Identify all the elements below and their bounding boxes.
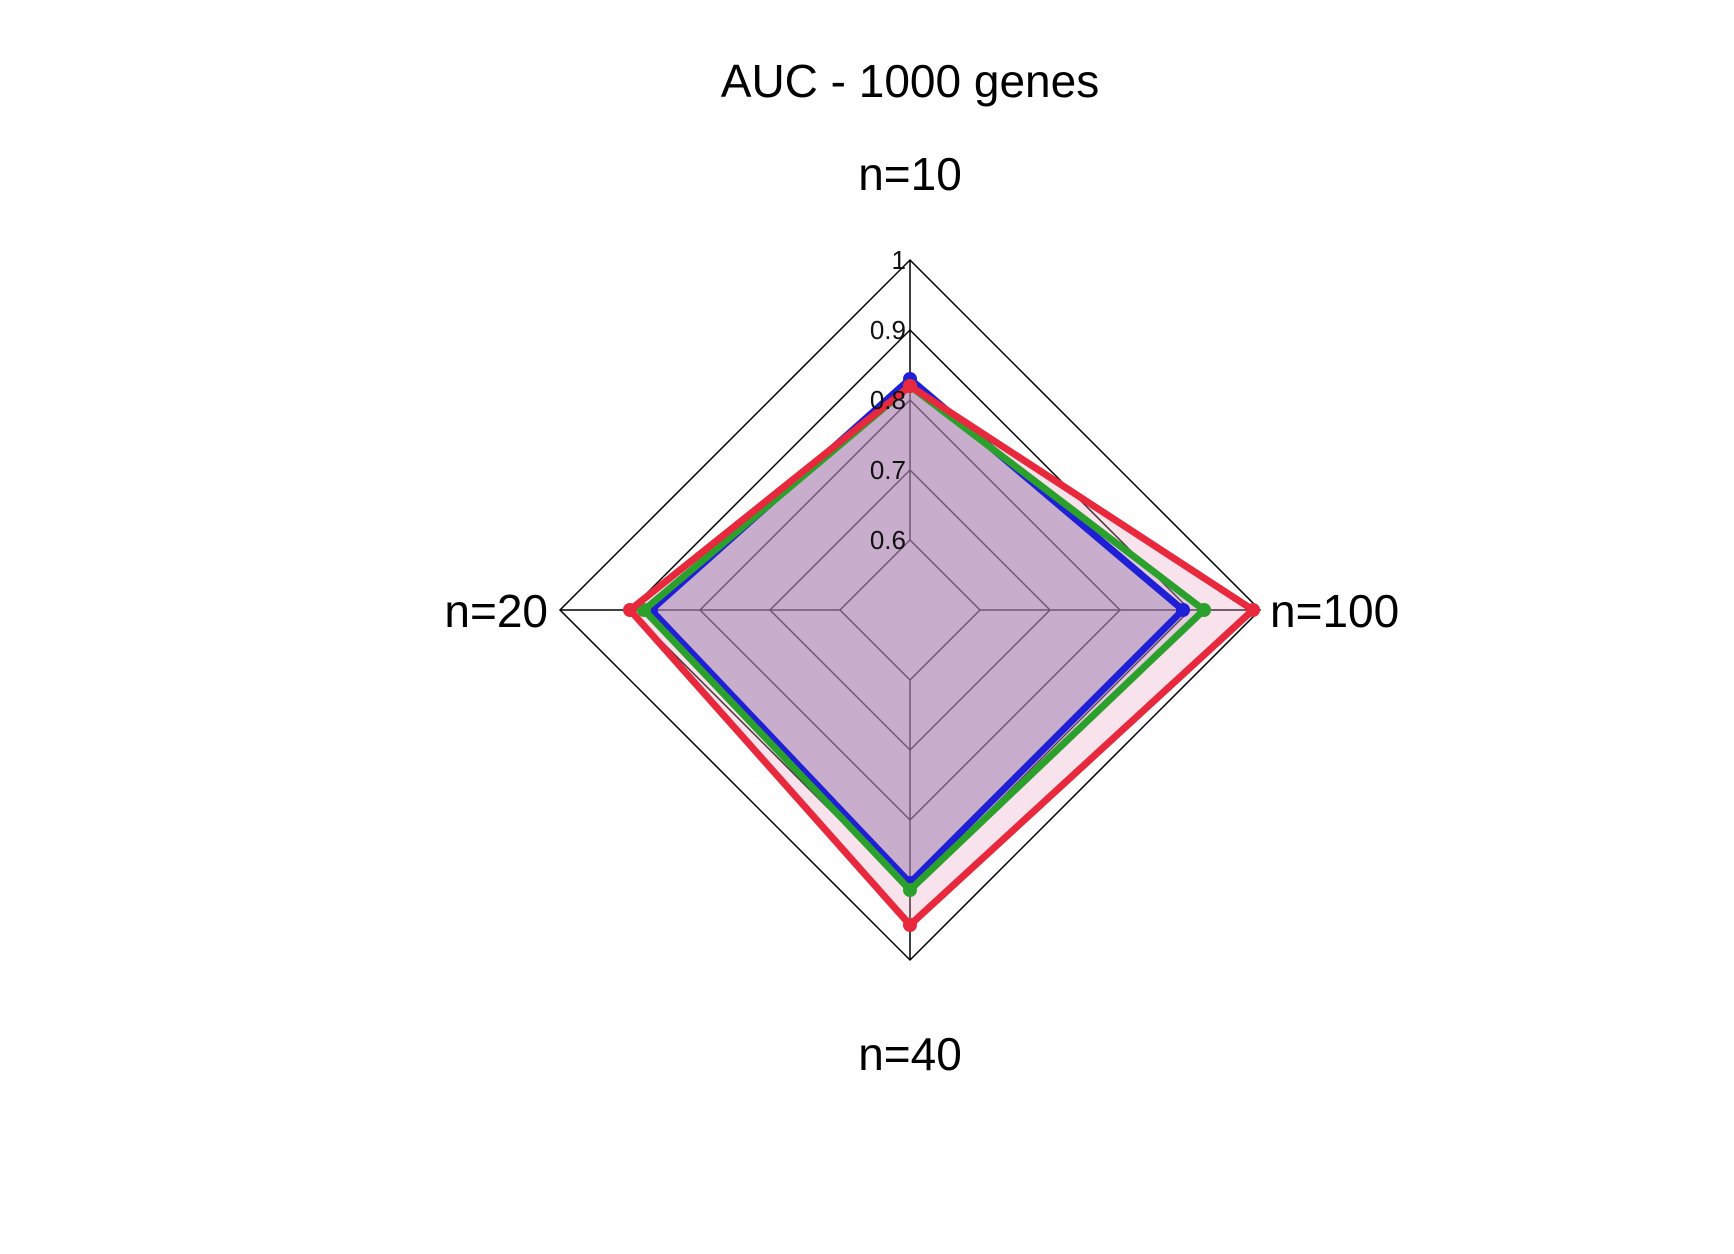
series-1-point-2	[903, 883, 917, 897]
radar-grid	[558, 258, 1262, 962]
series-1-point-3	[637, 603, 651, 617]
radar-tick-labels: 0.6 0.7 0.8 0.9 1	[870, 245, 906, 555]
tick-label-4: 1	[892, 245, 906, 275]
radar-series	[623, 372, 1260, 932]
axis-label-0: n=10	[858, 148, 962, 200]
series-0-area	[651, 379, 1183, 883]
chart-title: AUC - 1000 genes	[721, 55, 1099, 107]
axis-label-3: n=20	[444, 585, 548, 637]
axis-label-2: n=40	[858, 1028, 962, 1080]
series-2-point-0	[903, 379, 917, 393]
series-0-point-1	[1176, 603, 1190, 617]
series-2-point-1	[1246, 603, 1260, 617]
radar-axis-labels: n=10 n=100 n=40 n=20	[444, 148, 1399, 1080]
tick-label-3: 0.9	[870, 315, 906, 345]
tick-label-1: 0.7	[870, 455, 906, 485]
tick-label-0: 0.6	[870, 525, 906, 555]
series-1-point-1	[1197, 603, 1211, 617]
series-2-area	[630, 386, 1253, 925]
axis-label-1: n=100	[1270, 585, 1399, 637]
series-2-point-2	[903, 918, 917, 932]
series-2-point-3	[623, 603, 637, 617]
tick-label-2: 0.8	[870, 385, 906, 415]
